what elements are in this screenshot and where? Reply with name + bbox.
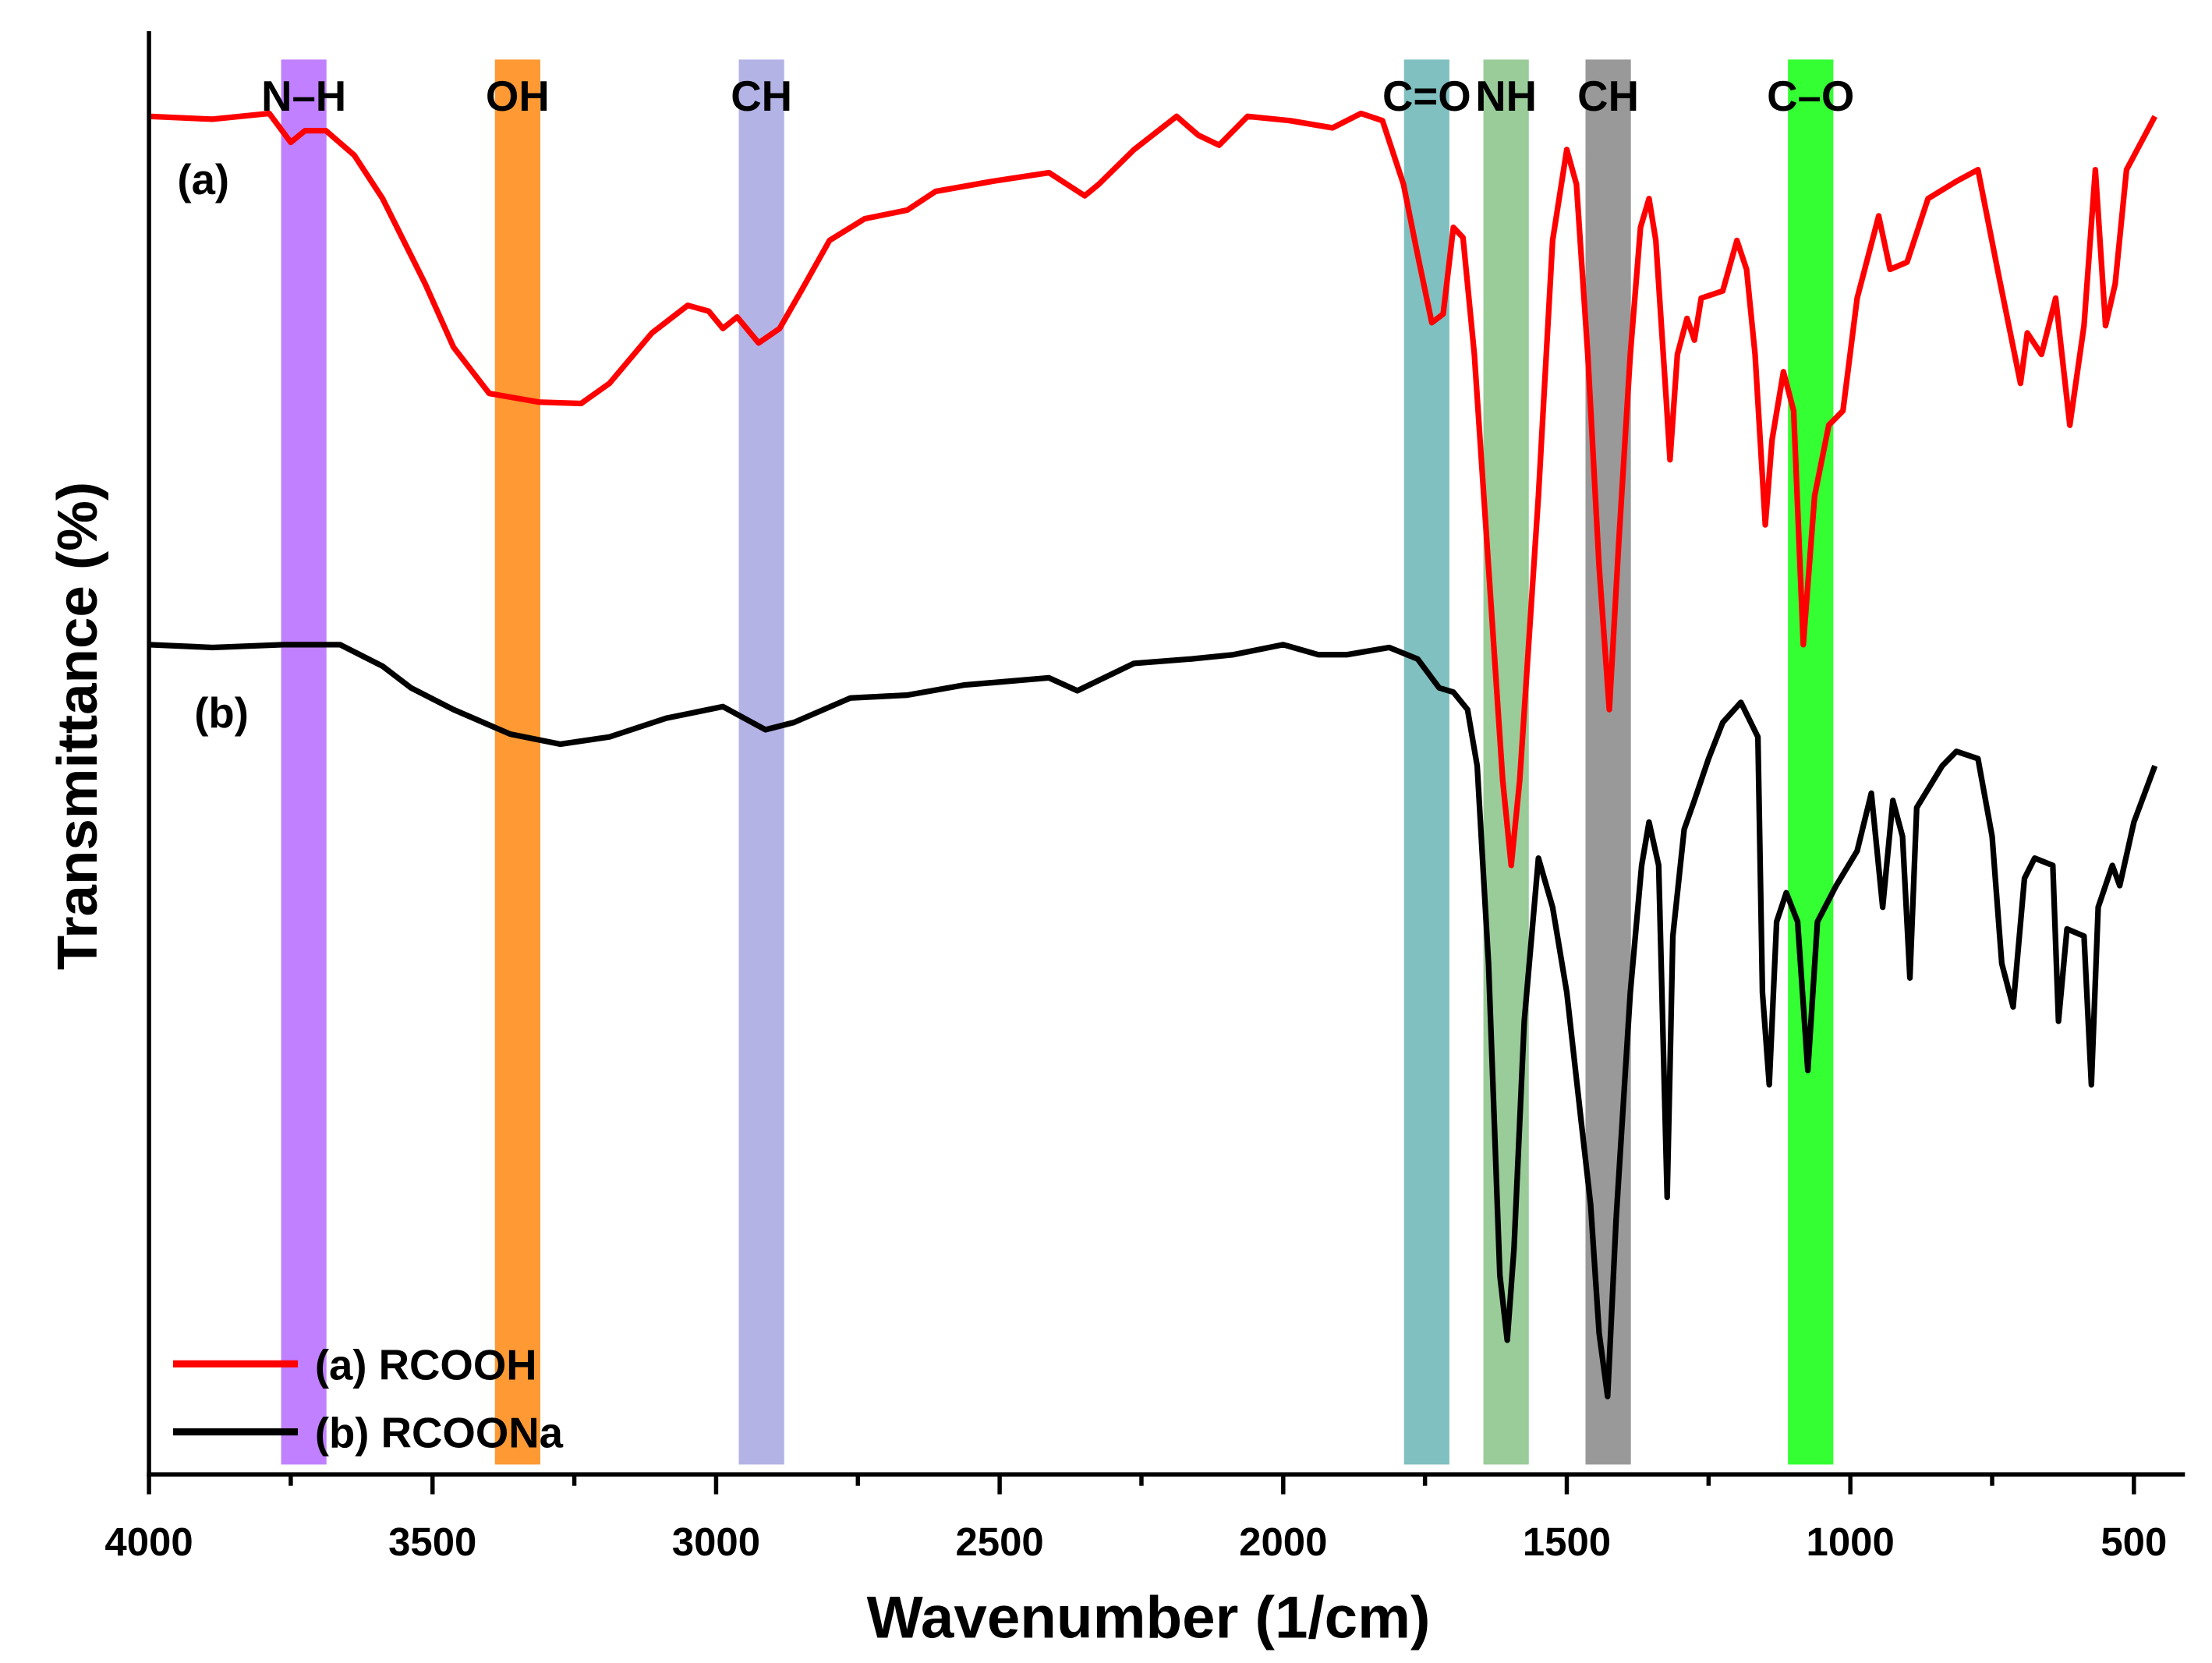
x-tick-label: 500	[2101, 1520, 2167, 1564]
x-tick-label: 4000	[104, 1520, 193, 1564]
band-label: NH	[1475, 73, 1537, 120]
band-label: CH	[731, 73, 792, 120]
band-label: N–H	[261, 73, 346, 120]
series-line	[148, 642, 2158, 1399]
band-label: C–O	[1767, 73, 1854, 120]
x-tick-label: 1500	[1523, 1520, 1611, 1564]
series-line	[148, 110, 2157, 869]
band-label: OH	[486, 73, 550, 120]
x-tick-label: 3500	[388, 1520, 476, 1564]
x-tick-label: 1000	[1807, 1520, 1895, 1564]
y-axis-title: Transmittance (%)	[46, 482, 109, 970]
band	[281, 59, 327, 1465]
band-label: CH	[1577, 73, 1639, 120]
band	[1788, 59, 1834, 1465]
curve-label: (b)	[194, 689, 249, 737]
x-tick-label: 3000	[672, 1520, 760, 1564]
band	[738, 59, 784, 1465]
band-label: C=O	[1382, 73, 1471, 120]
x-tick-label: 2000	[1239, 1520, 1327, 1564]
legend-label: (a) RCOOH	[315, 1341, 537, 1389]
curve-label: (a)	[177, 156, 229, 203]
band	[494, 59, 540, 1465]
legend-label: (b) RCOONa	[315, 1410, 564, 1457]
band	[1403, 59, 1449, 1465]
x-axis-title: Wavenumber (1/cm)	[867, 1584, 1431, 1651]
x-tick-label: 2500	[955, 1520, 1043, 1564]
